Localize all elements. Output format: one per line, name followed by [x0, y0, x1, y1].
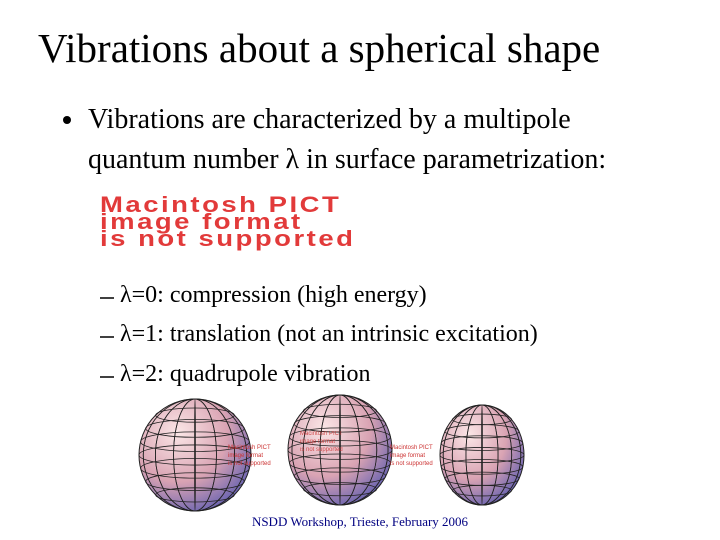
- image-placeholder-line: image format: [100, 209, 303, 234]
- footer: NSDD Workshop, Trieste, February 2006: [251, 514, 469, 529]
- latitude: [303, 482, 377, 497]
- latitude: [289, 453, 391, 473]
- latitude: [293, 467, 387, 485]
- latitude: [452, 484, 512, 497]
- image-placeholder-line: is not supported: [100, 226, 356, 251]
- slide-title: Vibrations about a spherical shape: [38, 25, 601, 71]
- sub-bullet: λ=0: compression (high energy): [120, 282, 427, 308]
- latitude: [140, 431, 250, 452]
- latitude: [444, 424, 520, 439]
- latitude: [155, 407, 235, 423]
- latitude: [303, 403, 377, 418]
- sphere-label: image format: [300, 439, 336, 445]
- latitude: [138, 444, 252, 466]
- bullet-line: quantum number λ in surface parametrizat…: [88, 144, 607, 175]
- latitude: [440, 435, 524, 451]
- sphere-label: Macintosh PICT: [390, 445, 433, 451]
- meridian: [142, 398, 248, 512]
- image-placeholder-line: Macintosh PICT: [100, 192, 342, 217]
- sphere-label: image format: [228, 453, 264, 459]
- latitude: [293, 415, 387, 433]
- latitude: [145, 472, 245, 491]
- bullet-line: Vibrations are characterized by a multip…: [88, 104, 571, 135]
- sphere-label: Macintosh PICT: [228, 445, 271, 451]
- meridian: [291, 394, 389, 506]
- latitude: [145, 419, 245, 438]
- sphere-label: Macintosh PICT: [300, 431, 343, 437]
- latitude: [155, 487, 235, 503]
- latitude: [140, 458, 250, 479]
- sphere-label: is not supported: [228, 461, 271, 467]
- sphere-label: is not supported: [300, 447, 343, 453]
- sub-bullet: λ=1: translation (not an intrinsic excit…: [120, 321, 538, 347]
- latitude: [289, 427, 391, 447]
- latitude: [440, 459, 524, 475]
- sphere-label: is not supported: [390, 461, 433, 467]
- meridian: [442, 404, 522, 506]
- sphere-label: image format: [390, 453, 426, 459]
- latitude: [287, 440, 393, 460]
- sub-bullet: λ=2: quadrupole vibration: [120, 361, 371, 387]
- bullet-dot: [63, 116, 71, 124]
- latitude: [439, 447, 525, 463]
